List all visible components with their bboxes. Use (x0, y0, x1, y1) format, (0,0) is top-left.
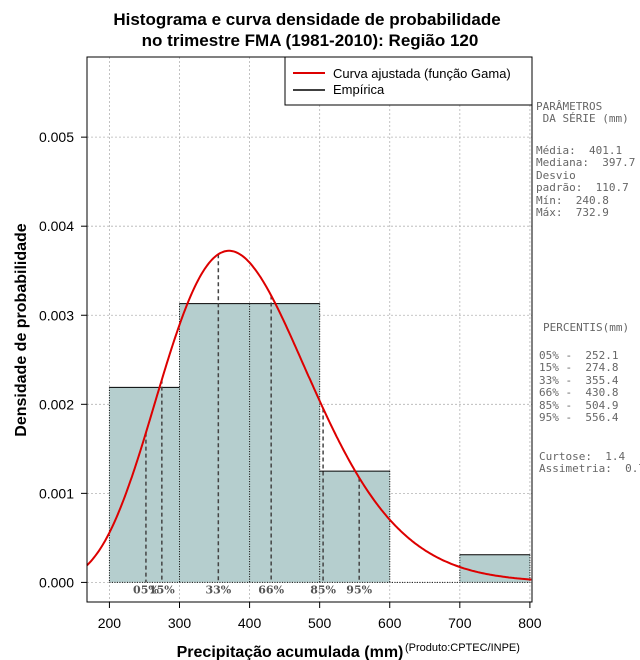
legend: Curva ajustada (função Gama) Empírica (284, 56, 533, 106)
legend-label-curve: Curva ajustada (função Gama) (333, 66, 511, 81)
x-tick-label: 500 (308, 615, 332, 631)
percentiles-title: PERCENTIS(mm) (543, 321, 630, 334)
y-tick-label: 0.001 (39, 485, 74, 501)
x-tick-label: 400 (238, 615, 262, 631)
percentile-label: 66% (258, 583, 284, 596)
series-params-title: PARÂMETROS DA SÉRIE (mm) (536, 100, 629, 126)
y-axis-label: Densidade de probabilidade (13, 223, 30, 436)
y-tick-label: 0.002 (39, 396, 74, 412)
histogram-bar (179, 303, 250, 583)
x-axis-label: Precipitação acumulada (mm) (177, 644, 404, 660)
legend-box (284, 56, 533, 106)
percentile-label: 95% (346, 583, 372, 596)
gamma-density-curve (86, 249, 532, 581)
histogram-bar (319, 471, 390, 583)
y-tick-label: 0.005 (39, 129, 74, 145)
x-axis-ticks: 200 300 400 500 600 700 800 (98, 602, 542, 631)
percentile-markers: 05%15% 33% 66% 85% 95% (133, 254, 373, 596)
shape-stats: Curtose: 1.4 Assimetria: 0.7 (539, 450, 640, 476)
product-credit: (Produto:CPTEC/INPE) (405, 642, 520, 654)
x-tick-label: 800 (518, 615, 542, 631)
chart-title-line1: Histograma e curva densidade de probabil… (113, 10, 500, 29)
legend-label-empirical: Empírica (333, 82, 385, 97)
percentile-label: 85% (310, 583, 336, 596)
x-tick-label: 700 (448, 615, 472, 631)
percentiles-list: 05% - 252.1 15% - 274.8 33% - 355.4 66% … (539, 349, 619, 425)
y-tick-label: 0.003 (39, 307, 74, 323)
histogram-bar (109, 387, 180, 583)
y-tick-label: 0.004 (39, 218, 74, 234)
x-tick-label: 600 (378, 615, 402, 631)
series-params: Média: 401.1 Mediana: 397.7 Desvio padrã… (536, 144, 636, 220)
gamma-curve-layer (86, 249, 532, 581)
percentile-label: 15% (149, 583, 175, 596)
chart-title-line2: no trimestre FMA (1981-2010): Região 120 (142, 31, 479, 50)
y-axis-ticks: 0.000 0.001 0.002 0.003 0.004 0.005 (39, 129, 87, 590)
x-tick-label: 300 (168, 615, 192, 631)
histogram-bar (249, 303, 320, 583)
percentile-label: 33% (205, 583, 231, 596)
percentile-label: 05% (133, 583, 159, 596)
y-tick-label: 0.000 (39, 574, 74, 590)
x-tick-label: 200 (98, 615, 122, 631)
